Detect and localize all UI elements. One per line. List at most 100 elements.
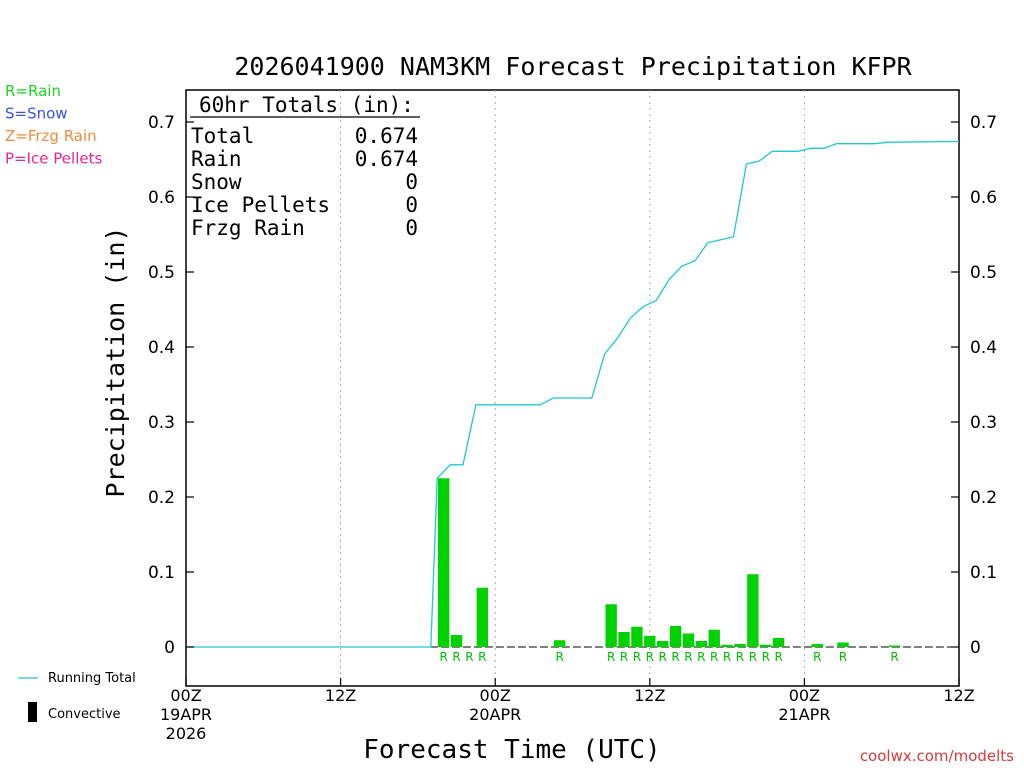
bar-5 xyxy=(605,604,617,647)
convective-legend-swatch xyxy=(28,702,37,722)
ptype-label-0: R xyxy=(439,650,447,664)
bar-14 xyxy=(721,644,733,647)
bar-12 xyxy=(695,641,708,647)
ptype-label-7: R xyxy=(633,650,641,664)
bar-11 xyxy=(682,633,695,647)
y-tick-label-right-5: 0.5 xyxy=(970,263,997,283)
bar-20 xyxy=(837,642,849,647)
y-tick-label-left-3: 0.3 xyxy=(148,413,175,433)
bar-0 xyxy=(437,478,450,647)
x-axis-label: Forecast Time (UTC) xyxy=(363,735,660,765)
bar-15 xyxy=(734,644,746,647)
y-tick-label-right-4: 0.4 xyxy=(970,338,997,358)
ptype-label-18: R xyxy=(774,650,782,664)
y-tick-label-left-1: 0.1 xyxy=(148,563,175,583)
bar-13 xyxy=(708,629,720,647)
ptype-label-13: R xyxy=(710,650,718,664)
bar-9 xyxy=(656,641,669,647)
bar-1 xyxy=(450,635,463,647)
bar-8 xyxy=(644,635,656,647)
running-total-group xyxy=(186,140,960,648)
x-tick-date-2: 20APR xyxy=(469,705,521,724)
watermark: coolwx.com/modelts xyxy=(860,747,1014,765)
bars-group xyxy=(437,478,901,647)
ptype-label-6: R xyxy=(620,650,628,664)
y-tick-label-right-0: 0 xyxy=(970,638,981,658)
x-tick-label-0: 00Z xyxy=(170,686,201,705)
x-tick-label-1: 12Z xyxy=(325,686,356,705)
ptype-label-12: R xyxy=(697,650,705,664)
ptype-legend-item-2: Z=Frzg Rain xyxy=(5,127,97,145)
ptype-label-5: R xyxy=(607,650,615,664)
bar-3 xyxy=(476,587,489,647)
ptype-label-14: R xyxy=(723,650,731,664)
y-tick-label-left-7: 0.7 xyxy=(148,113,175,133)
totals-label-3: Ice Pellets xyxy=(191,193,330,217)
totals-box: 60hr Totals (in): Total 0.674 Rain 0.674 Sno… xyxy=(190,93,420,240)
bar-16 xyxy=(747,574,759,647)
x-tick-date-4: 21APR xyxy=(778,705,830,724)
y-axis-label: Precipitation (in) xyxy=(101,227,130,498)
bar-7 xyxy=(631,626,643,647)
ptype-label-10: R xyxy=(671,650,679,664)
bar-18 xyxy=(772,638,785,647)
x-tick-year-0: 2026 xyxy=(166,724,207,743)
totals-value-3: 0 xyxy=(405,193,418,217)
ptype-label-20: R xyxy=(839,650,847,664)
x-tick-date-0: 19APR xyxy=(160,705,212,724)
bar-19 xyxy=(811,644,823,647)
ptype-label-21: R xyxy=(890,650,898,664)
ptype-label-9: R xyxy=(659,650,667,664)
bar-17 xyxy=(760,644,772,647)
y-tick-label-left-6: 0.6 xyxy=(148,188,175,208)
ptype-legend: R=Rain S=Snow Z=Frzg Rain P=Ice Pellets xyxy=(5,82,102,168)
y-tick-label-left-4: 0.4 xyxy=(148,338,175,358)
bar-10 xyxy=(669,626,682,647)
y-tick-label-right-6: 0.6 xyxy=(970,188,997,208)
totals-value-0: 0.674 xyxy=(355,124,418,148)
x-tick-label-2: 00Z xyxy=(480,686,511,705)
totals-label-0: Total xyxy=(191,124,254,148)
ptype-label-19: R xyxy=(813,650,821,664)
totals-value-2: 0 xyxy=(405,170,418,194)
plot-frame xyxy=(185,89,960,687)
convective-legend-label: Convective xyxy=(48,707,121,722)
running-total-legend-label: Running Total xyxy=(48,671,136,686)
y-tick-label-right-3: 0.3 xyxy=(970,413,997,433)
totals-label-2: Snow xyxy=(191,170,242,194)
ptype-label-15: R xyxy=(736,650,744,664)
totals-label-1: Rain xyxy=(191,147,242,171)
ptype-label-3: R xyxy=(478,650,486,664)
chart-title: 2026041900 NAM3KM Forecast Precipitation… xyxy=(234,52,912,81)
y-axis-ticks: 0 00.1 0.10.2 0.20.3 0.30.4 0.40.5 0.50.6 0.60.… xyxy=(148,113,997,658)
totals-label-4: Frzg Rain xyxy=(191,216,305,240)
ptype-label-17: R xyxy=(762,650,770,664)
ptype-label-4: R xyxy=(555,650,563,664)
y-tick-label-right-7: 0.7 xyxy=(970,113,997,133)
totals-value-4: 0 xyxy=(405,216,418,240)
ptype-legend-item-3: P=Ice Pellets xyxy=(5,150,102,168)
ptype-legend-item-0: R=Rain xyxy=(5,82,61,100)
bar-6 xyxy=(618,632,630,647)
x-tick-label-4: 00Z xyxy=(789,686,820,705)
y-tick-label-right-2: 0.2 xyxy=(970,488,997,508)
y-tick-label-left-5: 0.5 xyxy=(148,263,175,283)
y-tick-label-left-0: 0 xyxy=(164,638,175,658)
ptype-label-16: R xyxy=(749,650,757,664)
ptype-label-1: R xyxy=(452,650,460,664)
ptype-label-2: R xyxy=(465,650,473,664)
y-tick-label-left-2: 0.2 xyxy=(148,488,175,508)
ptype-label-8: R xyxy=(646,650,654,664)
bar-21 xyxy=(888,645,901,647)
ptype-label-11: R xyxy=(684,650,692,664)
x-tick-label-3: 12Z xyxy=(634,686,665,705)
ptype-legend-item-1: S=Snow xyxy=(5,105,68,123)
totals-header: 60hr Totals (in): xyxy=(199,93,414,117)
bottom-legend: Running Total Convective xyxy=(18,671,136,722)
running-total-line xyxy=(186,140,960,648)
x-tick-label-5: 12Z xyxy=(943,686,974,705)
y-tick-label-right-1: 0.1 xyxy=(970,563,997,583)
